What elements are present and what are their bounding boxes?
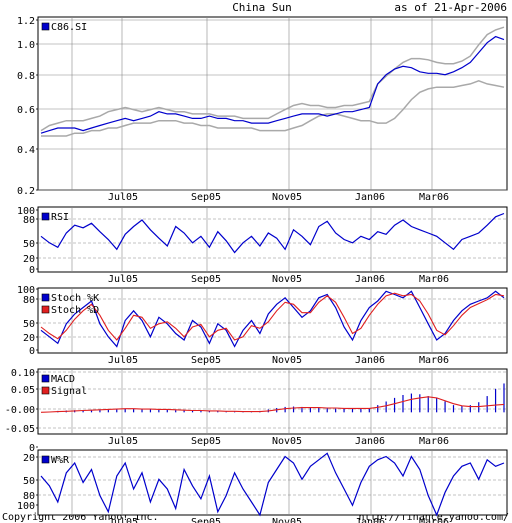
rsi-frame	[37, 206, 508, 273]
x-tick-label: Jan06	[355, 274, 385, 285]
macd-x-axis-labels: Jul05 Sep05 Nov05 Jan06 Mar06	[108, 436, 449, 447]
x-tick-label: Nov05	[272, 192, 302, 203]
source-url[interactable]: http://finance.yahoo.com/	[358, 512, 509, 523]
macd-legend-label: MACD	[51, 374, 75, 385]
x-tick-label: Jul05	[108, 436, 138, 447]
wr-ytick-label: 0	[29, 443, 35, 454]
bollinger-band-line	[41, 80, 505, 137]
price-ytick-label: 1.0	[17, 40, 35, 51]
wr-ytick-label: 50	[23, 476, 35, 487]
price-legend-label: C86.SI	[51, 22, 87, 33]
stoch-frame	[37, 287, 508, 354]
stoch-series-line	[40, 292, 505, 341]
as-of-date: as of 21-Apr-2006	[394, 1, 507, 14]
macd-ytick-label: -0.00	[5, 405, 35, 416]
x-tick-label: Jul05	[108, 355, 138, 366]
stoch-legend-label: Stoch %K	[51, 293, 99, 304]
rsi-ytick-label: 80	[23, 215, 35, 226]
x-tick-label: Mar06	[419, 436, 449, 447]
x-tick-label: Sep05	[191, 355, 221, 366]
macd-legend-swatch	[41, 386, 50, 395]
x-tick-label: Mar06	[419, 355, 449, 366]
x-tick-label: Jul05	[108, 274, 138, 285]
x-tick-label: Nov05	[272, 274, 302, 285]
price-series-line	[40, 35, 505, 134]
stoch-ytick-label: 20	[23, 333, 35, 344]
macd-ytick-label: -0.05	[5, 424, 35, 435]
wr-series-line	[40, 452, 505, 517]
x-tick-label: Nov05	[272, 517, 302, 523]
macd-ytick-label: 0.10	[11, 368, 35, 379]
price-ytick-label: 0.8	[17, 71, 35, 82]
copyright-text: Copyright 2006 Yahoo! Inc.	[2, 512, 159, 523]
rsi-series-line	[40, 212, 505, 254]
wr-frame	[37, 449, 508, 516]
x-tick-label: Mar06	[419, 517, 449, 523]
rsi-x-axis-labels: Jul05 Sep05 Nov05 Jan06 Mar06	[108, 274, 449, 285]
signal-line	[40, 396, 505, 413]
x-tick-label: Jul05	[108, 517, 138, 523]
x-tick-label: Sep05	[191, 274, 221, 285]
chart-title: China Sun	[232, 1, 292, 14]
rsi-ytick-label: 100	[17, 206, 35, 217]
x-tick-label: Jan06	[355, 355, 385, 366]
stoch-legend-swatch	[41, 305, 50, 314]
x-tick-label: Jan06	[355, 192, 385, 203]
macd-legend-label: Signal	[51, 386, 87, 397]
stoch-legend-swatch	[41, 293, 50, 302]
x-tick-label: Sep05	[191, 517, 221, 523]
macd-legend-swatch	[41, 374, 50, 383]
price-ytick-label: 0.2	[17, 186, 35, 197]
price-ytick-label: 1.2	[17, 16, 35, 27]
wr-ytick-label: 100	[17, 501, 35, 512]
x-tick-label: Mar06	[419, 274, 449, 285]
stoch-legend-label: Stoch %D	[51, 305, 99, 316]
x-tick-label: Jan06	[355, 436, 385, 447]
rsi-legend-swatch	[41, 212, 50, 221]
stoch-ytick-label: 80	[23, 295, 35, 306]
stoch-ytick-label: 100	[17, 285, 35, 296]
wr-x-axis-labels: Jul05 Sep05 Nov05 Jan06 Mar06	[108, 517, 449, 523]
price-legend-swatch	[41, 22, 50, 31]
price-panel: 1.2 1.0 0.8 0.6 0.4 0.2 C86.SI	[17, 16, 508, 197]
wr-ytick-label: 80	[23, 491, 35, 502]
price-ytick-label: 0.4	[17, 145, 35, 156]
stoch-series-line	[40, 290, 505, 348]
stoch-ytick-label: 0	[29, 346, 35, 357]
rsi-ytick-label: 20	[23, 254, 35, 265]
macd-ytick-label: 0.05	[11, 385, 35, 396]
x-tick-label: Nov05	[272, 436, 302, 447]
price-frame	[37, 16, 508, 191]
rsi-ytick-label: 0	[29, 265, 35, 276]
stoch-x-axis-labels: Jul05 Sep05 Nov05 Jan06 Mar06	[108, 355, 449, 366]
x-tick-label: Mar06	[419, 192, 449, 203]
x-tick-label: Nov05	[272, 355, 302, 366]
rsi-legend-label: RSI	[51, 212, 69, 223]
x-tick-label: Sep05	[191, 436, 221, 447]
wr-ytick-label: 20	[23, 453, 35, 464]
price-ytick-label: 0.6	[17, 105, 35, 116]
x-tick-label: Jul05	[108, 192, 138, 203]
wr-legend-swatch	[41, 455, 50, 464]
x-tick-label: Jan06	[355, 517, 385, 523]
wr-legend-label: W%R	[51, 455, 70, 466]
bollinger-band-line	[40, 26, 505, 132]
rsi-ytick-label: 50	[23, 239, 35, 250]
x-tick-label: Sep05	[191, 192, 221, 203]
price-x-axis-labels: Jul05 Sep05 Nov05 Jan06 Mar06	[108, 192, 449, 203]
stoch-ytick-label: 50	[23, 319, 35, 330]
